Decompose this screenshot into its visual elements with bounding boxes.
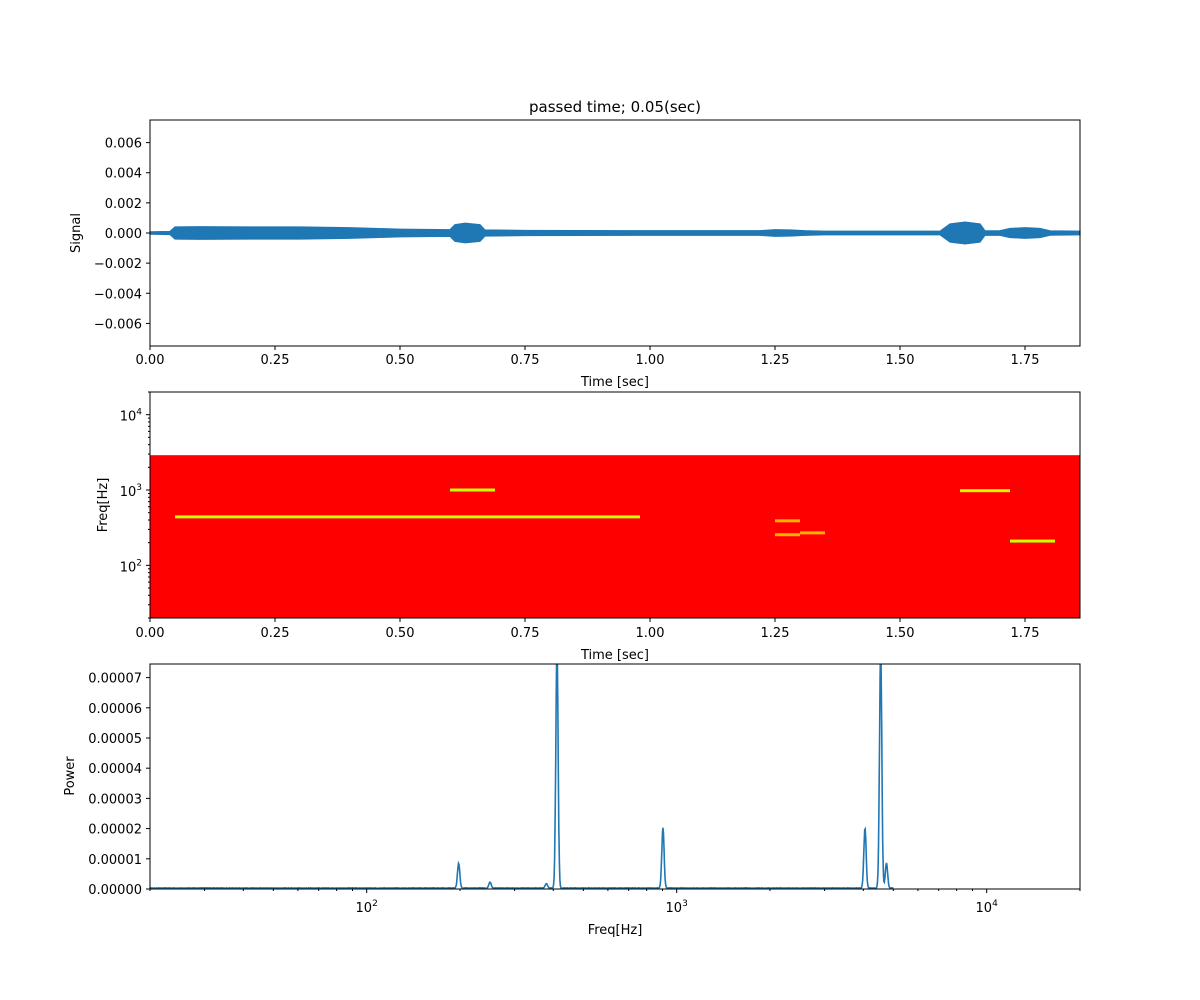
spectrogram-tone (450, 488, 495, 492)
power-spectrum-plot: 0.00000 0.00001 0.00002 0.00003 0.00004 0.000… (63, 663, 1081, 938)
spectrogram-ylabel: Freq[Hz] (96, 478, 111, 533)
x-tick-label: 0.00 (136, 353, 165, 368)
x-tick-label: 1.25 (761, 353, 790, 368)
y-tick-label: 0.00001 (88, 853, 142, 868)
signal-ticks: 0.00 0.25 0.50 0.75 1.00 1.25 1.50 1.75 0.006 0.0… (94, 137, 1040, 368)
spectrogram-tone (960, 489, 1010, 493)
spectrogram-tone (800, 531, 825, 535)
x-tick-label: 0.00 (136, 626, 165, 641)
y-tick-label: 104 (120, 408, 143, 425)
x-tick-label: 0.25 (261, 353, 290, 368)
x-tick-label: 0.25 (261, 626, 290, 641)
spectrogram-tone (775, 519, 800, 523)
spectrogram-xlabel: Time [sec] (580, 648, 649, 663)
y-tick-label: 0.000 (105, 227, 142, 242)
y-tick-label: −0.004 (94, 287, 142, 302)
x-tick-label: 104 (976, 899, 999, 916)
y-tick-label: 0.00002 (88, 823, 142, 838)
x-tick-label: 1.00 (636, 353, 665, 368)
x-tick-label: 0.75 (511, 626, 540, 641)
x-tick-label: 0.50 (386, 353, 415, 368)
power-ticks: 0.00000 0.00001 0.00002 0.00003 0.00004 0.000… (88, 672, 1081, 916)
power-marks (150, 664, 894, 889)
y-tick-label: 0.00003 (88, 792, 142, 807)
y-tick-label: 0.00000 (88, 883, 142, 898)
spectrogram-tone (175, 515, 640, 519)
y-tick-label: 102 (120, 558, 142, 575)
power-xlabel: Freq[Hz] (588, 923, 643, 938)
signal-xlabel: Time [sec] (580, 375, 649, 390)
power-ylabel: Power (63, 756, 78, 796)
spectrogram-background (150, 455, 1080, 618)
y-tick-label: −0.002 (94, 257, 142, 272)
x-tick-label: 1.75 (1011, 353, 1040, 368)
power-axes-frame (149, 663, 1081, 890)
x-tick-label: 1.00 (636, 626, 665, 641)
x-tick-label: 1.50 (886, 626, 915, 641)
y-tick-label: 0.00007 (88, 672, 142, 687)
y-tick-label: 103 (120, 483, 142, 500)
spectrogram-tone (1010, 539, 1055, 543)
spectrogram-plot: 0.00 0.25 0.50 0.75 1.00 1.25 1.50 1.75 102 103 10… (96, 391, 1081, 663)
x-tick-label: 1.75 (1011, 626, 1040, 641)
y-tick-label: 0.00005 (88, 732, 142, 747)
x-tick-label: 0.50 (386, 626, 415, 641)
signal-plot: 0.00 0.25 0.50 0.75 1.00 1.25 1.50 1.75 0.006 0.0… (69, 119, 1081, 390)
x-tick-label: 102 (356, 899, 378, 916)
spectrogram-axes-frame (149, 391, 1081, 619)
y-tick-label: 0.004 (105, 167, 142, 182)
y-tick-label: −0.006 (94, 317, 142, 332)
x-tick-label: 1.25 (761, 626, 790, 641)
y-tick-label: 0.00006 (88, 702, 142, 717)
signal-marks (149, 221, 1081, 245)
figure-title: passed time; 0.05(sec) (529, 98, 701, 116)
x-tick-label: 1.50 (886, 353, 915, 368)
spectrogram-marks (150, 455, 1080, 618)
power-spectrum-line (150, 664, 894, 889)
y-tick-label: 0.00004 (88, 762, 142, 777)
x-tick-label: 0.75 (511, 353, 540, 368)
y-tick-label: 0.002 (105, 197, 142, 212)
y-tick-label: 0.006 (105, 137, 142, 152)
spectrogram-ticks: 0.00 0.25 0.50 0.75 1.00 1.25 1.50 1.75 102 103 10… (120, 391, 1040, 641)
signal-ylabel: Signal (69, 213, 84, 253)
x-tick-label: 103 (666, 899, 688, 916)
spectrogram-tone (775, 533, 800, 537)
